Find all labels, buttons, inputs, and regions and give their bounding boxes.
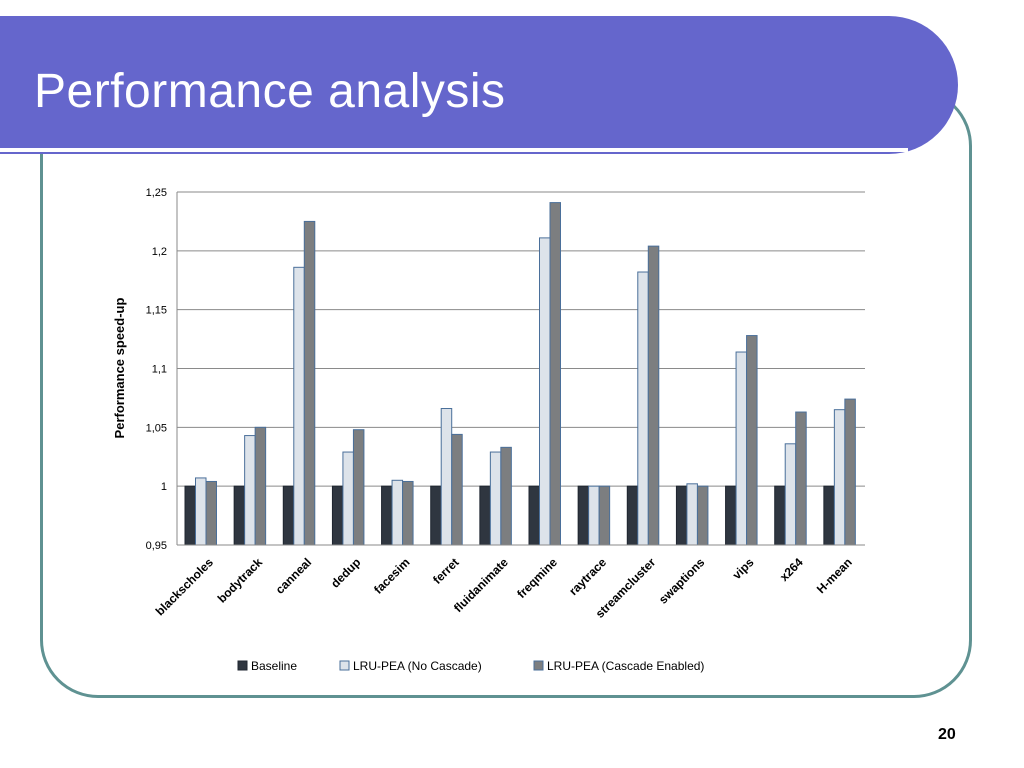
bar-fluidanimate-0 (479, 485, 491, 546)
title-underline (0, 148, 908, 152)
bar-x264-0 (774, 485, 786, 546)
y-tick-label: 1,15 (146, 305, 167, 317)
bar-bodytrack-0 (233, 485, 246, 546)
bar-h-mean-0 (823, 485, 835, 546)
x-tick-label: canneal (273, 555, 315, 597)
bar-ferret-2 (451, 433, 463, 546)
y-tick-label: 1,2 (152, 246, 167, 258)
x-tick-label: H-mean (814, 555, 855, 596)
slide-frame (40, 88, 972, 698)
bar-freqmine-2 (549, 202, 561, 546)
bar-swaptions-0 (675, 485, 688, 546)
bar-facesim-1 (391, 479, 404, 546)
bar-facesim-2 (402, 480, 414, 546)
x-tick-label: x264 (777, 555, 806, 584)
bar-x264-1 (784, 443, 797, 546)
bar-freqmine-1 (539, 237, 551, 546)
bar-vips-1 (735, 351, 748, 546)
bar-swaptions-2 (696, 485, 709, 546)
bar-ferret-0 (430, 485, 442, 546)
bar-freqmine-0 (528, 485, 540, 546)
y-tick-labels: 0,95 1 1,05 1,1 1,15 1,2 1,25 (146, 187, 167, 552)
bar-fluidanimate-2 (500, 446, 512, 546)
bar-facesim-0 (381, 485, 393, 546)
bar-dedup-1 (342, 451, 354, 546)
bar-raytrace-1 (588, 485, 600, 546)
x-tick-label: swaptions (656, 555, 708, 607)
bar-ferret-1 (440, 408, 453, 546)
y-tick-label: 0,95 (146, 540, 167, 552)
bar-h-mean-2 (844, 398, 856, 546)
bars (184, 202, 856, 546)
legend: Baseline LRU-PEA (No Cascade) LRU-PEA (Cas… (237, 659, 704, 673)
bar-raytrace-0 (577, 485, 590, 546)
y-tick-label: 1,25 (146, 187, 167, 199)
gridlines (177, 191, 865, 546)
x-tick-label: facesim (371, 555, 413, 597)
axes (176, 192, 865, 546)
bar-streamcluster-1 (637, 271, 649, 546)
bar-swaptions-1 (686, 483, 698, 546)
legend-label: Baseline (251, 659, 297, 673)
legend-label: LRU-PEA (No Cascade) (353, 659, 482, 673)
x-tick-label: dedup (328, 555, 363, 590)
x-tick-label: freqmine (514, 555, 560, 601)
slide-title: Performance analysis (34, 65, 506, 118)
y-tick-label: 1 (161, 481, 167, 493)
x-tick-label: blackscholes (153, 555, 216, 618)
bar-x264-2 (795, 411, 807, 546)
bar-streamcluster-2 (647, 245, 660, 546)
bar-canneal-1 (293, 266, 305, 546)
bar-raytrace-2 (598, 485, 611, 546)
bar-blackscholes-0 (184, 485, 196, 546)
x-tick-label: vips (730, 555, 757, 582)
bar-canneal-2 (303, 220, 316, 546)
x-tick-label: ferret (430, 555, 462, 587)
x-tick-label: bodytrack (215, 555, 266, 606)
title-bar: Performance analysis (0, 16, 958, 154)
bar-vips-2 (746, 335, 758, 546)
bar-streamcluster-0 (626, 485, 639, 546)
bar-vips-0 (725, 485, 737, 546)
bar-dedup-2 (352, 429, 365, 546)
bar-blackscholes-2 (205, 480, 217, 546)
bar-bodytrack-1 (244, 435, 256, 546)
bar-h-mean-1 (833, 409, 846, 546)
legend-swatch (339, 660, 350, 671)
bar-fluidanimate-1 (489, 451, 502, 546)
y-axis-label: Performance speed-up (112, 298, 127, 439)
legend-swatch (237, 660, 248, 671)
x-tick-label: raytrace (566, 555, 609, 598)
page-number: 20 (938, 726, 956, 743)
y-tick-label: 1,05 (146, 422, 167, 434)
bar-canneal-0 (282, 485, 295, 546)
bar-blackscholes-1 (195, 477, 207, 546)
y-tick-label: 1,1 (152, 364, 167, 376)
bar-dedup-0 (331, 485, 344, 546)
bar-bodytrack-2 (254, 426, 267, 546)
legend-label: LRU-PEA (Cascade Enabled) (547, 659, 704, 673)
legend-swatch (533, 660, 544, 671)
